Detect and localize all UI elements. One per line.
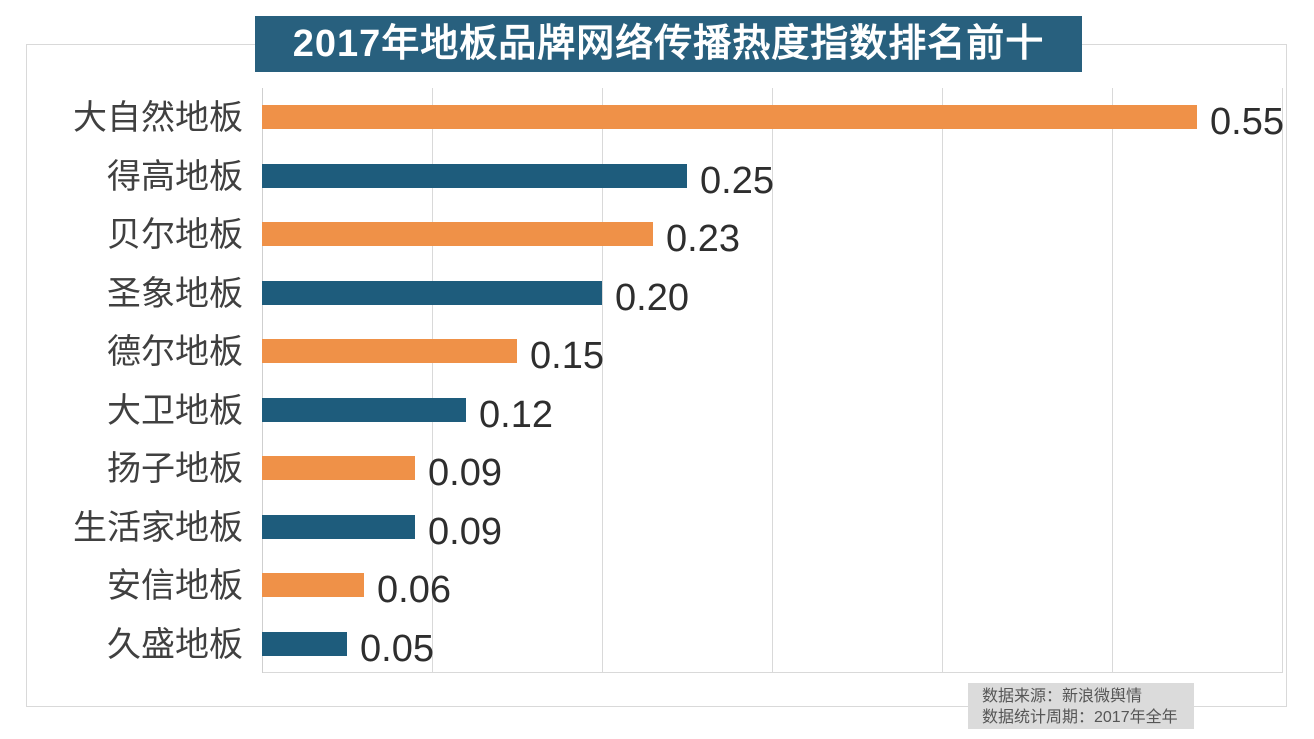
bar <box>262 339 517 363</box>
category-label: 圣象地板 <box>107 275 243 313</box>
gridline <box>942 88 943 673</box>
bar <box>262 222 653 246</box>
value-label: 0.55 <box>1210 101 1284 143</box>
bar <box>262 632 347 656</box>
chart-title: 2017年地板品牌网络传播热度指数排名前十 <box>292 23 1045 65</box>
category-label: 安信地板 <box>107 567 243 605</box>
gridline <box>1112 88 1113 673</box>
value-label: 0.12 <box>479 394 553 436</box>
plot-area: 0.55 0.25 0.23 0.20 0.15 0.12 0.09 0.09 0.06 0.05 <box>262 88 1284 673</box>
value-label: 0.15 <box>530 335 604 377</box>
category-label: 生活家地板 <box>73 509 243 547</box>
category-label: 大自然地板 <box>73 99 243 137</box>
bar <box>262 573 364 597</box>
value-label: 0.09 <box>428 511 502 553</box>
gridline <box>772 88 773 673</box>
category-label: 大卫地板 <box>107 392 243 430</box>
value-label: 0.05 <box>360 628 434 670</box>
value-label: 0.06 <box>377 569 451 611</box>
value-label: 0.09 <box>428 452 502 494</box>
category-label: 得高地板 <box>107 158 243 196</box>
gridline <box>1282 88 1283 673</box>
category-label: 贝尔地板 <box>107 216 243 254</box>
value-label: 0.20 <box>615 277 689 319</box>
chart-title-banner: 2017年地板品牌网络传播热度指数排名前十 <box>255 16 1082 72</box>
bar <box>262 515 415 539</box>
bar <box>262 456 415 480</box>
bar <box>262 398 466 422</box>
data-source-line: 数据来源：新浪微舆情 <box>982 688 1143 705</box>
category-label: 德尔地板 <box>107 333 243 371</box>
category-label: 久盛地板 <box>107 626 243 664</box>
value-label: 0.23 <box>666 218 740 260</box>
data-period-line: 数据统计周期：2017年全年 <box>982 709 1178 726</box>
data-source-note: 数据来源：新浪微舆情 数据统计周期：2017年全年 <box>968 683 1194 729</box>
gridline <box>432 88 433 673</box>
y-axis-line <box>262 88 263 673</box>
bar <box>262 105 1197 129</box>
gridline <box>602 88 603 673</box>
bar <box>262 281 602 305</box>
value-label: 0.25 <box>700 160 774 202</box>
bar <box>262 164 687 188</box>
category-label: 扬子地板 <box>107 450 243 488</box>
